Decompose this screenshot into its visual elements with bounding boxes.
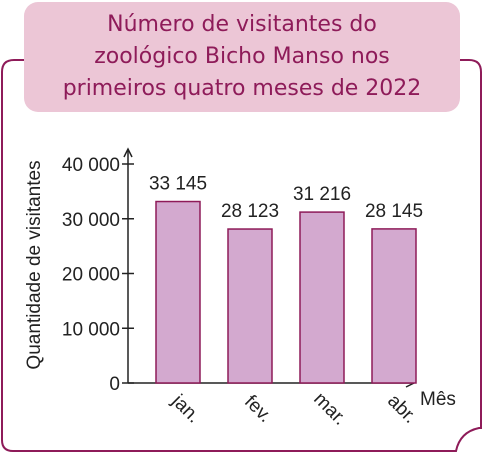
- y-axis-title: Quantidade de visitantes: [24, 160, 45, 369]
- chart-title-line-1: Número de visitantes do: [107, 12, 377, 37]
- chart-title-box: Número de visitantes do zoológico Bicho …: [24, 2, 460, 112]
- bar: [227, 228, 273, 384]
- x-axis-title: Mês: [420, 389, 456, 410]
- bar-value-label: 28 145: [365, 201, 423, 222]
- y-tick-label: 40 000: [62, 155, 120, 176]
- bar: [371, 228, 417, 384]
- x-tick-label: fev.: [240, 391, 276, 427]
- bar-value-label: 28 123: [221, 201, 279, 222]
- chart-title-line-3: primeiros quatro meses de 2022: [62, 76, 422, 101]
- y-tick-label: 10 000: [62, 319, 120, 340]
- bar: [155, 200, 201, 384]
- bar: [299, 211, 345, 384]
- panel-border: [1, 59, 482, 452]
- bar-value-label: 31 216: [293, 184, 351, 205]
- x-tick-label: jan.: [167, 390, 204, 427]
- y-axis-arrow: [123, 147, 133, 158]
- x-tick-label: abr.: [383, 390, 420, 427]
- chart-title-line-2: zoológico Bicho Manso nos: [94, 44, 390, 69]
- bar-value-label: 33 145: [149, 174, 207, 195]
- x-tick-label: mar.: [309, 389, 350, 430]
- y-tick-label: 30 000: [62, 210, 120, 231]
- y-tick-label: 20 000: [62, 265, 120, 286]
- y-tick-label: 0: [109, 374, 120, 395]
